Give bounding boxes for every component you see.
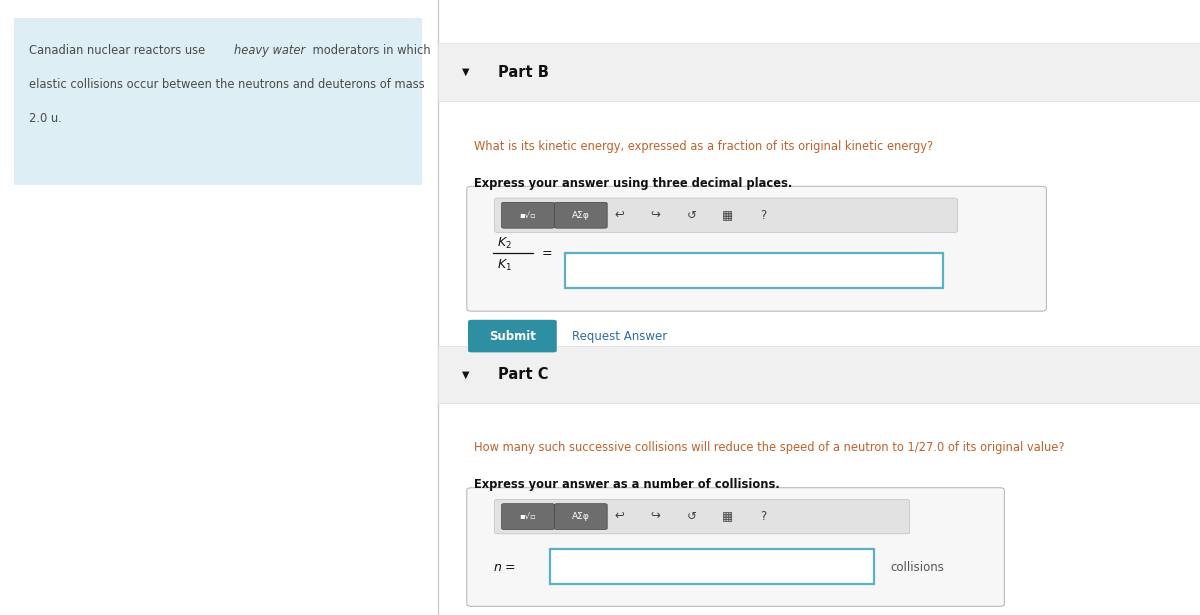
Text: ?: ?: [760, 208, 767, 222]
Text: 2.0 u.: 2.0 u.: [29, 112, 61, 125]
FancyBboxPatch shape: [467, 186, 1046, 311]
Text: ▼: ▼: [462, 67, 469, 77]
FancyBboxPatch shape: [494, 198, 958, 232]
Text: ↺: ↺: [686, 208, 696, 222]
Text: ?: ?: [760, 510, 767, 523]
FancyBboxPatch shape: [467, 488, 1004, 606]
Text: ↩: ↩: [614, 208, 624, 222]
Text: Part C: Part C: [498, 367, 548, 382]
Text: ↺: ↺: [686, 510, 696, 523]
Text: ↪: ↪: [650, 510, 660, 523]
FancyBboxPatch shape: [438, 346, 1200, 403]
Text: heavy water: heavy water: [234, 44, 305, 57]
Text: Canadian nuclear reactors use: Canadian nuclear reactors use: [29, 44, 209, 57]
Text: collisions: collisions: [890, 560, 944, 574]
Text: ▦: ▦: [721, 510, 733, 523]
Text: What is its kinetic energy, expressed as a fraction of its original kinetic ener: What is its kinetic energy, expressed as…: [474, 140, 934, 153]
Text: moderators in which: moderators in which: [310, 44, 431, 57]
FancyBboxPatch shape: [438, 43, 1200, 101]
Text: ↩: ↩: [614, 510, 624, 523]
FancyBboxPatch shape: [14, 18, 422, 184]
Text: Request Answer: Request Answer: [572, 330, 667, 343]
FancyBboxPatch shape: [550, 549, 874, 584]
Text: AΣφ: AΣφ: [572, 512, 589, 521]
Text: =: =: [541, 247, 552, 260]
FancyBboxPatch shape: [494, 499, 910, 534]
Text: ▦: ▦: [721, 208, 733, 222]
Text: ▪√▫: ▪√▫: [520, 211, 536, 220]
FancyBboxPatch shape: [565, 253, 943, 288]
FancyBboxPatch shape: [502, 504, 554, 530]
Text: $K_1$: $K_1$: [497, 258, 511, 274]
FancyBboxPatch shape: [502, 202, 554, 228]
Text: AΣφ: AΣφ: [572, 211, 589, 220]
Text: How many such successive collisions will reduce the speed of a neutron to 1/27.0: How many such successive collisions will…: [474, 441, 1064, 454]
Text: Express your answer using three decimal places.: Express your answer using three decimal …: [474, 177, 792, 189]
Text: elastic collisions occur between the neutrons and deuterons of mass: elastic collisions occur between the neu…: [29, 78, 425, 91]
Text: $n$ =: $n$ =: [493, 560, 516, 574]
FancyBboxPatch shape: [554, 202, 607, 228]
Text: $K_2$: $K_2$: [497, 236, 511, 251]
FancyBboxPatch shape: [554, 504, 607, 530]
FancyBboxPatch shape: [468, 320, 557, 352]
Text: Express your answer as a number of collisions.: Express your answer as a number of colli…: [474, 478, 780, 491]
Text: ▪√▫: ▪√▫: [520, 512, 536, 521]
Text: ▼: ▼: [462, 370, 469, 379]
Text: ↪: ↪: [650, 208, 660, 222]
Text: Part B: Part B: [498, 65, 548, 80]
Text: Submit: Submit: [488, 330, 536, 343]
